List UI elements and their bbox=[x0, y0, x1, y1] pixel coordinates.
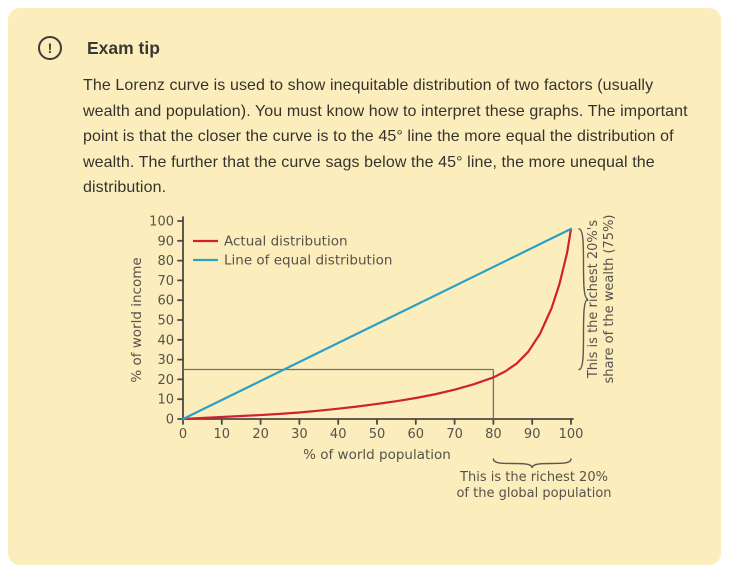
bottom-annotation-line2: of the global population bbox=[456, 486, 611, 501]
y-tick-label: 60 bbox=[157, 294, 174, 309]
exam-tip-card: ! Exam tip The Lorenz curve is used to s… bbox=[8, 8, 721, 565]
bottom-annotation-line1: This is the richest 20% bbox=[459, 470, 608, 485]
x-tick-label: 60 bbox=[408, 427, 425, 442]
y-tick-label: 100 bbox=[149, 214, 174, 229]
reference-box-lines bbox=[183, 368, 495, 419]
x-tick-label: 80 bbox=[485, 427, 502, 442]
right-annotation-line1: This is the richest 20%'s bbox=[586, 220, 601, 379]
x-axis-label: % of world population bbox=[303, 447, 451, 463]
series-line-0 bbox=[181, 227, 573, 421]
y-tick-label: 0 bbox=[166, 412, 174, 427]
chart-axes bbox=[182, 216, 574, 420]
series-line-1 bbox=[181, 227, 573, 421]
card-title: Exam tip bbox=[87, 37, 160, 58]
y-tick-label: 80 bbox=[157, 254, 174, 269]
y-tick-label: 10 bbox=[157, 393, 174, 408]
chart-series bbox=[181, 227, 573, 421]
card-body-text: The Lorenz curve is used to show inequit… bbox=[83, 77, 688, 197]
x-tick-label: 20 bbox=[252, 427, 269, 442]
y-axis-label: % of world income bbox=[129, 257, 145, 382]
lorenz-curve-chart: 0 10 20 30 40 50 60 70 80 90 100 0 10 20 30 40 50 60 70 80 9… bbox=[129, 214, 617, 501]
y-tick-label: 40 bbox=[157, 333, 174, 348]
right-annotation-line2: share of the wealth (75%) bbox=[602, 214, 617, 383]
legend-label-equal-distribution: Line of equal distribution bbox=[224, 252, 392, 268]
bottom-brace bbox=[492, 458, 572, 469]
y-tick-label: 70 bbox=[157, 274, 174, 289]
chart-legend: Actual distribution Line of equal distri… bbox=[193, 233, 392, 268]
y-tick-label: 30 bbox=[157, 353, 174, 368]
right-brace bbox=[578, 228, 589, 371]
x-tick-label: 0 bbox=[179, 427, 187, 442]
x-tick-label: 30 bbox=[291, 427, 308, 442]
card-header: ! Exam tip bbox=[38, 36, 681, 60]
y-tick-label: 90 bbox=[157, 234, 174, 249]
chart-ticks: 0 10 20 30 40 50 60 70 80 90 100 0 10 20 30 40 50 60 70 80 9… bbox=[149, 214, 583, 442]
x-tick-label: 40 bbox=[330, 427, 347, 442]
lorenz-chart-container: 0 10 20 30 40 50 60 70 80 90 100 0 10 20 30 40 50 60 70 80 9… bbox=[121, 207, 681, 507]
x-tick-label: 100 bbox=[559, 427, 584, 442]
y-tick-label: 50 bbox=[157, 313, 174, 328]
x-tick-label: 50 bbox=[369, 427, 386, 442]
legend-label-actual-distribution: Actual distribution bbox=[224, 233, 348, 249]
y-tick-label: 20 bbox=[157, 373, 174, 388]
x-tick-label: 10 bbox=[214, 427, 231, 442]
exclamation-circle-icon: ! bbox=[38, 36, 62, 60]
x-tick-label: 90 bbox=[524, 427, 541, 442]
x-tick-label: 70 bbox=[446, 427, 463, 442]
